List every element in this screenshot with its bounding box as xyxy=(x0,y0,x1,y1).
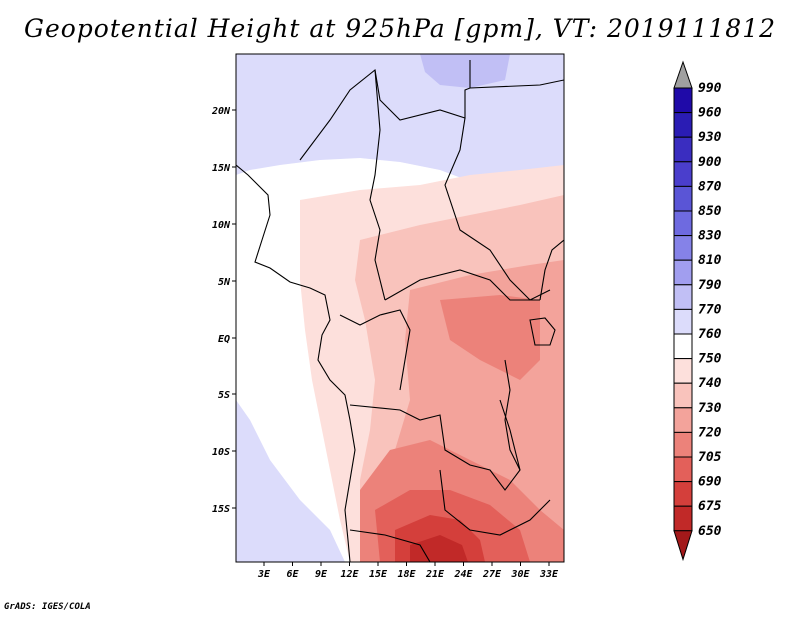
colorbar-label: 810 xyxy=(698,253,722,268)
great-lakes xyxy=(504,359,521,471)
colorbar-bottom-arrow xyxy=(673,530,693,562)
lat-tick-label: 10S xyxy=(212,447,230,458)
lat-tick-label: 15S xyxy=(212,504,230,515)
colorbar-top-arrow xyxy=(673,60,693,89)
lon-tick-label: 30E xyxy=(510,569,530,580)
longitude-axis: 3E 6E 9E 12E 15E 18E 21E 24E 27E 30E 33E xyxy=(257,562,559,580)
colorbar-swatch xyxy=(673,308,693,335)
border-sahel xyxy=(299,68,564,161)
colorbar-label: 690 xyxy=(698,475,722,490)
colorbar-swatch xyxy=(673,210,693,237)
border-drc-south xyxy=(349,399,521,491)
colorbar-label: 750 xyxy=(698,352,722,367)
lake-victoria xyxy=(529,317,556,346)
colorbar-label: 990 xyxy=(698,81,722,96)
colorbar-label: 675 xyxy=(698,499,722,514)
colorbar-label: 930 xyxy=(698,130,722,145)
lon-tick-label: 15E xyxy=(369,569,388,580)
lon-tick-label: 12E xyxy=(340,569,359,580)
map-title: Geopotential Height at 925hPa [gpm], VT:… xyxy=(23,14,777,43)
colorbar-label: 770 xyxy=(698,302,722,317)
colorbar-label: 790 xyxy=(698,278,722,293)
colorbar-swatch xyxy=(673,456,693,483)
latitude-axis: 20N 15N 10N 5N EQ 5S 10S 15S xyxy=(211,106,236,515)
colorbar-swatch xyxy=(673,87,693,114)
colorbar-swatch xyxy=(673,333,693,360)
border-zambia xyxy=(439,469,551,536)
colorbar-swatch xyxy=(673,407,693,433)
field-675 xyxy=(410,535,468,562)
colorbar-label: 850 xyxy=(698,204,722,219)
lon-tick-label: 18E xyxy=(397,569,416,580)
border-east xyxy=(539,239,564,301)
colorbar-swatch xyxy=(673,382,693,409)
colorbar-swatch xyxy=(673,358,693,384)
lon-tick-label: 9E xyxy=(315,569,328,580)
colorbar-swatch xyxy=(673,185,693,212)
colorbar-label: 650 xyxy=(698,524,722,539)
colorbar-swatch xyxy=(673,136,693,163)
colorbar-label: 740 xyxy=(698,376,722,391)
colorbar-label: 760 xyxy=(698,327,722,342)
colorbar-swatch xyxy=(673,112,693,138)
lat-tick-label: 5N xyxy=(218,277,231,288)
lat-tick-label: 10N xyxy=(212,220,231,231)
colorbar-label: 900 xyxy=(698,155,722,170)
border-congo xyxy=(339,309,411,391)
colorbar-label: 730 xyxy=(698,401,722,416)
colorbar-swatch xyxy=(673,259,693,286)
field-770-north xyxy=(236,54,564,210)
colorbar-swatch xyxy=(673,235,693,261)
lon-tick-label: 27E xyxy=(482,569,502,580)
map-frame xyxy=(235,53,565,563)
lon-tick-label: 3E xyxy=(257,569,271,580)
colorbar-label: 720 xyxy=(698,425,722,440)
political-borders xyxy=(236,60,564,562)
colorbar-swatch xyxy=(673,161,693,187)
lat-tick-label: 5S xyxy=(218,390,230,401)
field-770-southwest xyxy=(236,400,345,562)
colorbar-label: 705 xyxy=(698,450,722,465)
border-angola xyxy=(349,529,431,562)
credit-footer: GrADS: IGES/COLA xyxy=(4,602,91,612)
field-720 xyxy=(440,295,540,380)
colorbar-swatch xyxy=(673,284,693,310)
lat-tick-label: 20N xyxy=(211,106,231,117)
field-790-north xyxy=(420,54,510,88)
border-sudan xyxy=(444,117,551,301)
colorbar-label: 870 xyxy=(698,179,722,194)
lat-tick-label: EQ xyxy=(218,334,230,345)
border-car xyxy=(384,269,540,301)
lat-tick-label: 15N xyxy=(212,163,231,174)
colorbar-swatch xyxy=(673,505,693,532)
lon-tick-label: 24E xyxy=(453,569,473,580)
colorbar-label: 830 xyxy=(698,229,722,244)
lon-tick-label: 6E xyxy=(286,569,299,580)
colorbar-swatch xyxy=(673,481,693,507)
colorbar-swatch xyxy=(673,431,693,458)
lon-tick-label: 33E xyxy=(539,569,559,580)
lon-tick-label: 21E xyxy=(425,569,445,580)
coastline-west xyxy=(236,164,356,562)
colorbar: 990 960 930 900 870 850 830 810 790 770 760 750 740 7… xyxy=(673,60,722,562)
border-chad xyxy=(369,69,386,301)
height-field xyxy=(236,54,564,562)
colorbar-label: 960 xyxy=(698,106,722,121)
